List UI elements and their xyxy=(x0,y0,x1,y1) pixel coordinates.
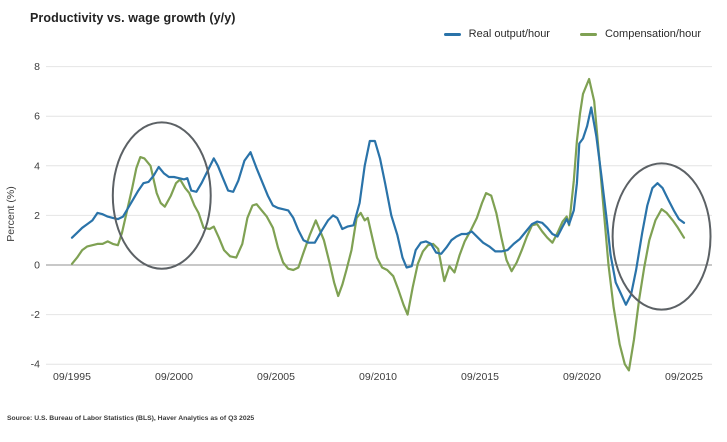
x-tick-label: 09/2005 xyxy=(257,371,295,383)
legend: Real output/hour Compensation/hour xyxy=(443,28,701,40)
y-tick-label: 0 xyxy=(34,260,40,272)
legend-label-real-output: Real output/hour xyxy=(468,28,550,40)
source-note: Source: U.S. Bureau of Labor Statistics … xyxy=(7,415,255,422)
legend-item-compensation: Compensation/hour xyxy=(579,28,701,40)
legend-line-swatch-blue xyxy=(443,32,461,36)
annotation-ellipse-1 xyxy=(111,121,212,270)
x-tick-label: 09/1995 xyxy=(53,371,91,383)
x-tick-label: 09/2010 xyxy=(359,371,397,383)
y-tick-label: -4 xyxy=(31,359,40,371)
y-tick-label: 2 xyxy=(34,210,40,222)
y-tick-label: 6 xyxy=(34,111,40,123)
y-tick-label: 4 xyxy=(34,160,40,172)
annotation-ellipse-2 xyxy=(611,162,712,311)
legend-item-real-output: Real output/hour xyxy=(443,28,550,40)
real-output-hour-line xyxy=(70,106,686,306)
y-tick-label: 8 xyxy=(34,61,40,73)
x-tick-label: 09/2015 xyxy=(461,371,499,383)
compensation-hour-line xyxy=(70,77,686,372)
legend-label-compensation: Compensation/hour xyxy=(604,28,701,40)
legend-line-swatch-green xyxy=(579,32,597,36)
y-tick-label: -2 xyxy=(31,309,40,321)
x-tick-label: 09/2025 xyxy=(665,371,703,383)
x-tick-label: 09/2000 xyxy=(155,371,193,383)
chart-title: Productivity vs. wage growth (y/y) xyxy=(30,11,236,25)
x-tick-label: 09/2020 xyxy=(563,371,601,383)
